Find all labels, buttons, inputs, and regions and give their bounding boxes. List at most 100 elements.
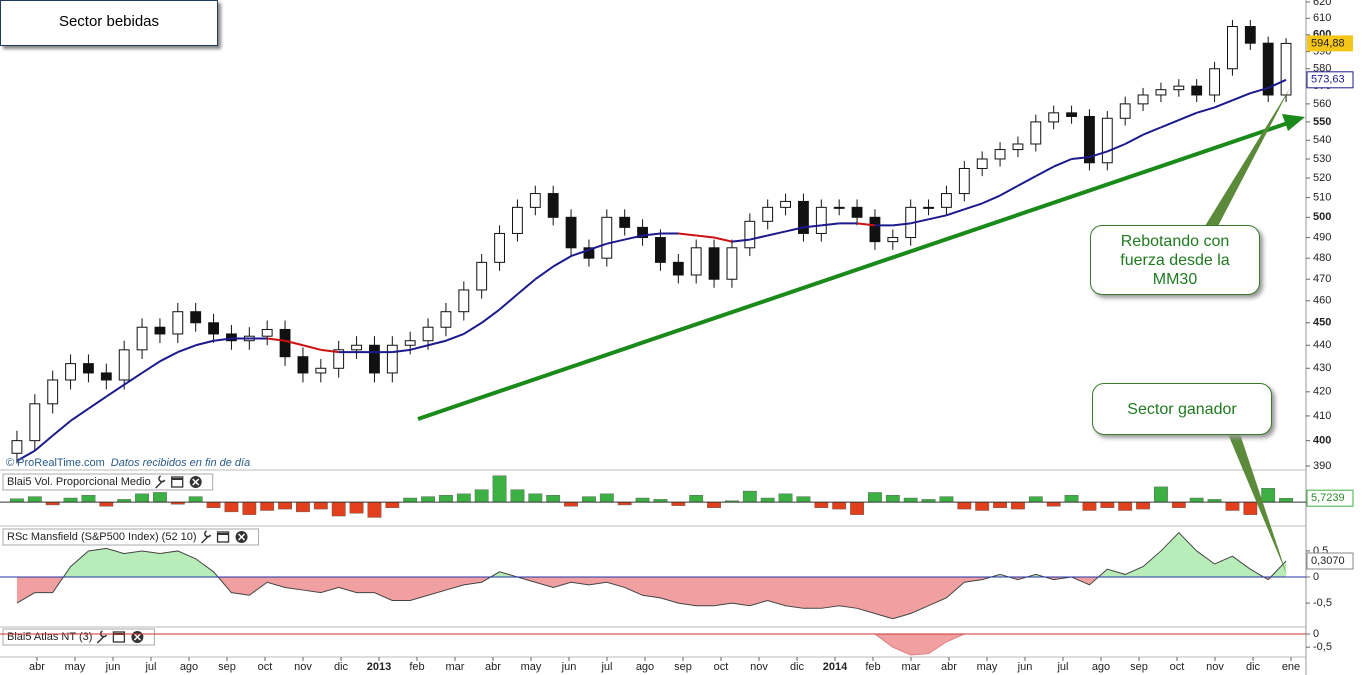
moving-average	[1053, 158, 1072, 168]
indicator-label-box	[2, 528, 260, 546]
volume-bar	[331, 501, 346, 517]
candle-body	[83, 363, 94, 374]
candle-body	[565, 216, 577, 249]
watermark-note: Datos recibidos en fin de día	[111, 457, 250, 469]
moving-average	[928, 214, 947, 221]
moving-average	[1250, 86, 1269, 95]
candle-body	[172, 311, 184, 335]
y-tick-label: 490	[1313, 231, 1331, 243]
candle-body	[369, 344, 380, 374]
trend-arrow	[1282, 114, 1305, 131]
candle-body	[958, 167, 970, 195]
volume-bar	[135, 493, 149, 503]
volume-bar	[206, 501, 221, 508]
area-negative	[16, 577, 1271, 619]
moving-average	[52, 420, 72, 437]
x-tick-label: feb	[865, 661, 880, 673]
y-tick-label: 620	[1313, 0, 1331, 8]
window-icon	[112, 631, 126, 643]
volume-bar	[1118, 501, 1133, 511]
x-tick-label: jun	[561, 661, 577, 673]
x-tick-label: sep	[1130, 661, 1148, 673]
moving-average	[284, 339, 304, 347]
close-icon-x	[192, 478, 200, 486]
volume-bar	[850, 501, 864, 515]
moving-average	[678, 232, 697, 237]
moving-average	[570, 248, 590, 258]
candle-body	[422, 326, 434, 342]
moving-average	[963, 202, 983, 211]
candle-body	[1066, 112, 1077, 117]
ma-value-box	[1306, 71, 1354, 89]
area-negative	[874, 634, 965, 655]
volume-bar	[939, 496, 954, 503]
moving-average	[320, 348, 339, 354]
moving-average	[624, 234, 643, 241]
x-tick-label: jul	[600, 661, 612, 673]
moving-average	[534, 265, 554, 281]
candle-body	[118, 349, 130, 381]
candle-body	[672, 261, 684, 276]
volume-bar	[260, 501, 275, 511]
moving-average	[1106, 143, 1126, 153]
x-tick-label: nov	[1206, 661, 1224, 673]
candle-body	[386, 344, 398, 374]
volume-bar	[1243, 501, 1258, 515]
last-value-label: 0,3070	[1311, 555, 1345, 567]
close-icon-x	[238, 533, 246, 541]
moving-average	[498, 293, 519, 311]
moving-average	[946, 208, 965, 217]
volume-bar	[528, 493, 543, 503]
candle-body	[1084, 115, 1095, 164]
candle-body	[1155, 89, 1167, 96]
candle-body	[1101, 117, 1113, 164]
x-tick-label: feb	[409, 661, 424, 673]
volume-bar	[474, 489, 489, 503]
moving-average	[552, 255, 572, 268]
moving-average	[516, 278, 536, 296]
moving-average	[803, 224, 822, 229]
y-tick-label: 550	[1313, 116, 1331, 128]
candle-body	[226, 333, 237, 342]
volume-bar	[385, 501, 400, 508]
moving-average	[1196, 106, 1215, 114]
last-value-box	[1306, 552, 1354, 570]
volume-bar	[492, 475, 507, 503]
candle-body	[547, 193, 559, 218]
moving-average	[821, 222, 840, 227]
y-tick-label: -0,5	[1313, 597, 1332, 609]
moving-average	[642, 232, 661, 237]
volume-bar	[421, 496, 435, 503]
candle-body	[47, 379, 59, 405]
candle-body	[1227, 26, 1238, 70]
moving-average	[213, 337, 232, 342]
y-tick-label: 430	[1313, 362, 1331, 374]
moving-average	[409, 344, 429, 351]
moving-average	[785, 226, 804, 233]
watermark-brand: © ProRealTime.com	[6, 457, 105, 469]
y-tick-label: 0	[1313, 628, 1319, 640]
moving-average	[123, 372, 143, 386]
candle-body	[404, 340, 416, 346]
moving-average	[1214, 99, 1233, 109]
settings-icon	[201, 530, 212, 544]
y-tick-label: 540	[1313, 134, 1331, 146]
indicator-label-box	[2, 473, 214, 491]
volume-bar	[349, 501, 364, 514]
annotation: Sector ganador	[1092, 383, 1272, 435]
moving-average	[696, 234, 715, 239]
moving-average	[1071, 156, 1090, 160]
y-tick-label: 440	[1313, 339, 1331, 351]
candle-body	[1119, 103, 1131, 119]
candle-body	[1173, 85, 1185, 91]
candle-body	[941, 193, 952, 208]
x-tick-label: may	[521, 661, 542, 673]
volume-bar	[832, 501, 847, 510]
candle-body	[798, 200, 809, 234]
indicator-title: Blai5 Atlas NT (3)	[7, 631, 92, 643]
candle-body	[476, 261, 488, 291]
moving-average	[1124, 133, 1144, 145]
candle-body	[512, 206, 523, 234]
volume-bar	[1261, 488, 1276, 503]
candle-body	[1209, 68, 1220, 96]
